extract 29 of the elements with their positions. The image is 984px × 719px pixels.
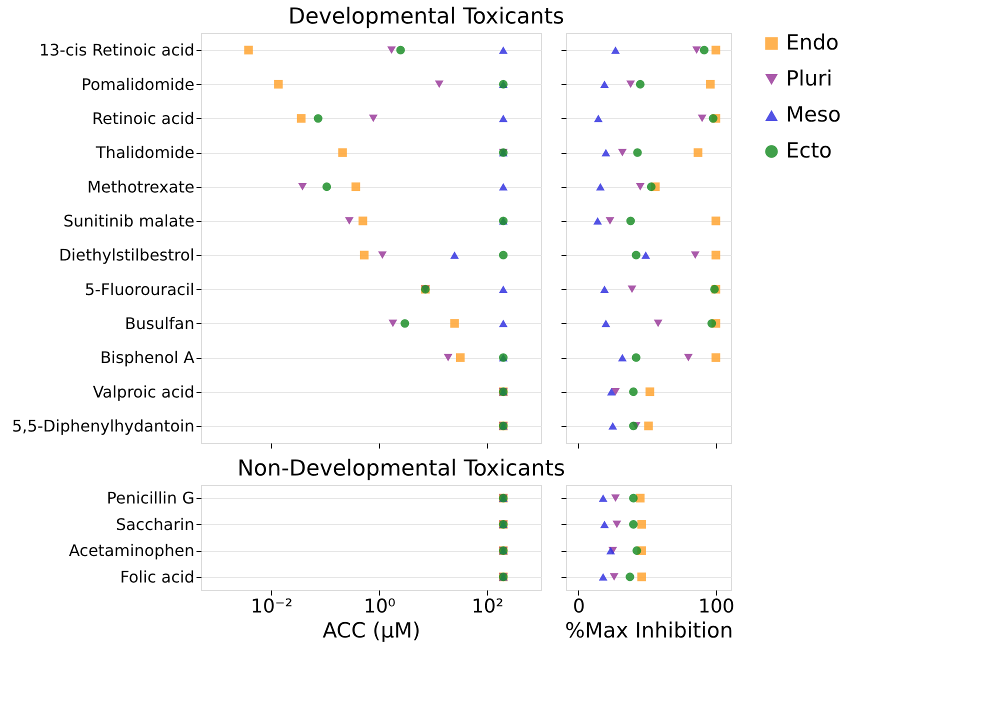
y-tick-label: Bisphenol A [100,348,195,368]
x-tick-label: 100 [698,596,735,618]
y-tick-label: Retinoic acid [92,108,194,128]
y-tick-label: Acetaminophen [68,541,194,560]
y-tick-label: Pomalidomide [81,74,194,94]
legend-label: Endo [786,30,839,54]
y-tick-label: Methotrexate [87,177,194,196]
legend-label: Meso [786,102,841,126]
y-tick-label: 13-cis Retinoic acid [39,40,194,60]
x-tick-label: 0 [572,596,585,618]
y-tick-label: Sunitinib malate [63,211,194,230]
legend-label: Ecto [786,138,832,162]
y-tick-label: Thalidomide [94,143,194,162]
x-axis-title: %Max Inhibition [564,618,734,642]
chart-title: Non-Developmental Toxicants [237,456,566,482]
y-tick-label: 5,5-Diphenylhydantoin [12,416,194,436]
x-tick-label: 10⁻² [250,596,293,618]
y-tick-label: 5-Fluorouracil [84,280,194,299]
x-axis-title: ACC (µM) [322,618,420,642]
y-tick-label: Saccharin [116,514,194,534]
y-tick-label: Diethylstilbestrol [58,246,194,265]
y-tick-label: Busulfan [124,314,194,333]
y-tick-label: Folic acid [120,567,194,586]
legend-label: Pluri [786,66,832,90]
x-tick-label: 10⁰ [364,596,396,618]
y-tick-label: Valproic acid [92,382,194,402]
x-tick-label: 10² [472,596,504,618]
chart-title: Developmental Toxicants [288,4,564,30]
y-tick-label: Penicillin G [106,488,194,508]
